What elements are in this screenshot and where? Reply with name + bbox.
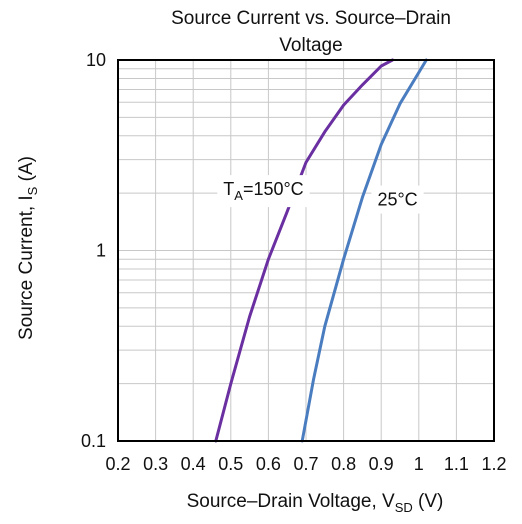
chart-title-line-2: Voltage — [279, 35, 342, 56]
annotation-25c: 25°C — [377, 190, 417, 210]
x-tick-labels: 0.2 0.3 0.4 0.5 0.6 0.7 0.8 0.9 1 1.1 1.2 — [105, 454, 506, 474]
y-tick-labels: 0.1 1 10 — [81, 50, 106, 451]
plot-frame — [117, 59, 495, 442]
x-tick-label: 0.7 — [293, 454, 318, 474]
x-tick-label: 0.8 — [331, 454, 356, 474]
annotation-150c: TA=150°C — [223, 179, 303, 203]
x-tick-label: 0.2 — [105, 454, 130, 474]
annotations: TA=150°C 25°C — [217, 175, 424, 214]
y-tick-label: 0.1 — [81, 431, 106, 451]
y-axis-label-main: Source Current, I — [16, 195, 37, 340]
series-layer — [214, 58, 428, 443]
annotation-150c-background — [217, 175, 310, 208]
x-tick-label: 0.9 — [369, 454, 394, 474]
series-line-0 — [214, 58, 394, 443]
annotation-25c-background — [371, 185, 424, 214]
x-axis-label: Source–Drain Voltage, VSD (V) — [187, 491, 444, 515]
y-axis-label-sub: S — [25, 186, 40, 195]
grid — [117, 59, 495, 442]
x-axis-label-main: Source–Drain Voltage, V — [187, 491, 395, 512]
x-axis-label-sub: SD — [395, 500, 413, 515]
x-tick-label: 0.3 — [143, 454, 168, 474]
chart-title-line-1: Source Current vs. Source–Drain — [171, 8, 451, 29]
x-tick-label: 1.2 — [481, 454, 506, 474]
y-tick-label: 10 — [86, 50, 106, 70]
series-line-1 — [300, 58, 428, 443]
x-tick-label: 0.6 — [256, 454, 281, 474]
x-tick-label: 0.4 — [181, 454, 206, 474]
y-tick-label: 1 — [96, 241, 106, 261]
x-tick-label: 1.1 — [444, 454, 469, 474]
x-tick-label: 0.5 — [218, 454, 243, 474]
y-axis-label-unit: (A) — [16, 156, 37, 187]
x-axis-label-unit: (V) — [413, 491, 444, 512]
x-tick-label: 1 — [414, 454, 424, 474]
y-axis-label: Source Current, IS (A) — [16, 156, 40, 340]
